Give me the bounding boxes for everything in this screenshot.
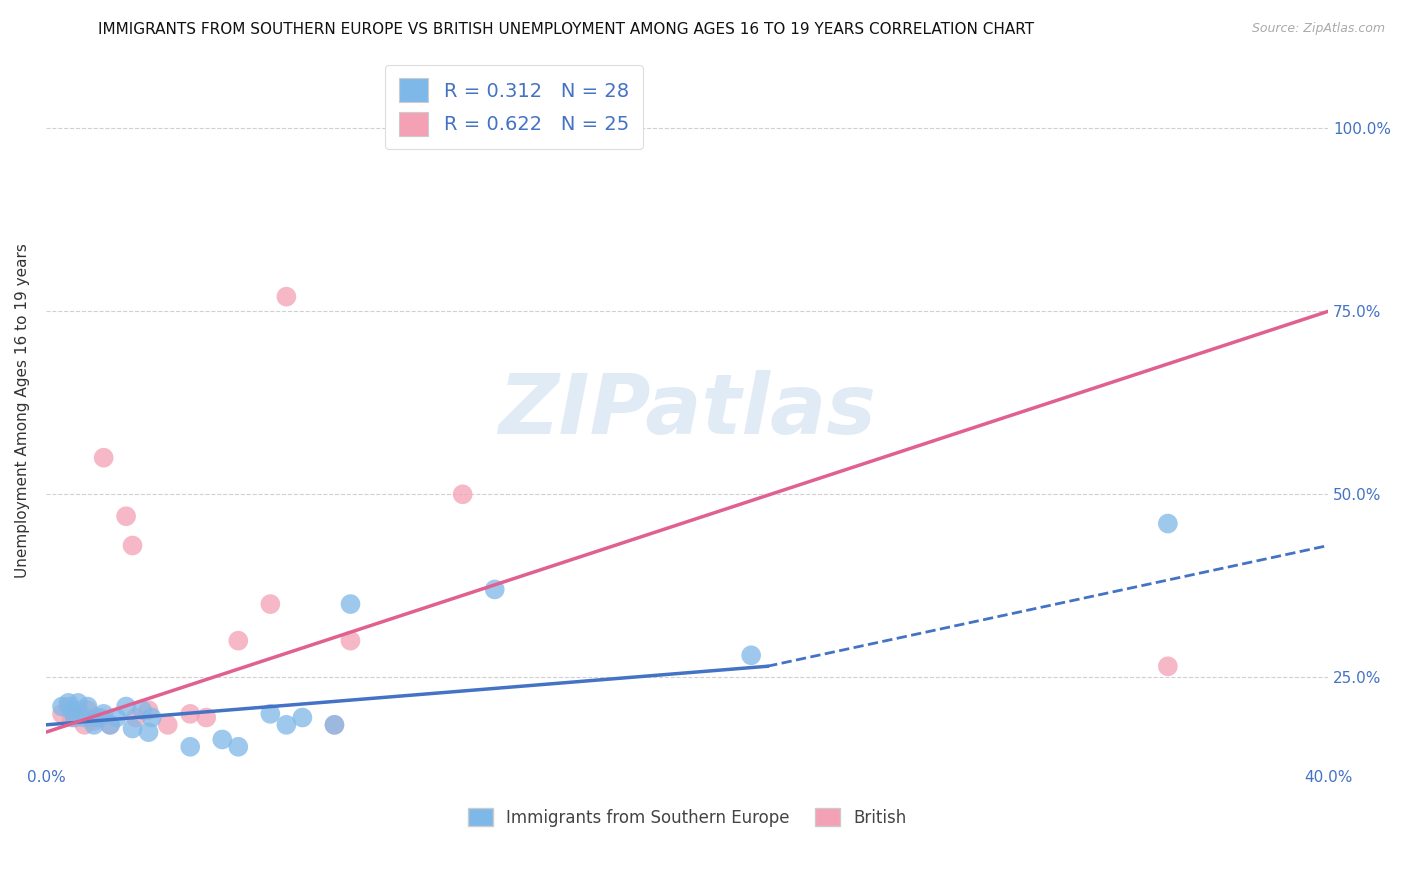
Point	[195, 710, 218, 724]
Point	[58, 696, 80, 710]
Point	[226, 739, 249, 754]
Point	[93, 450, 115, 465]
Point	[51, 699, 73, 714]
Point	[138, 703, 160, 717]
Point	[83, 714, 105, 728]
Point	[259, 597, 281, 611]
Point	[76, 699, 98, 714]
Point	[115, 699, 138, 714]
Point	[93, 706, 115, 721]
Point	[58, 699, 80, 714]
Point	[323, 718, 346, 732]
Point	[141, 710, 163, 724]
Point	[66, 703, 89, 717]
Point	[63, 706, 86, 721]
Point	[138, 725, 160, 739]
Point	[740, 648, 762, 663]
Point	[339, 597, 361, 611]
Text: IMMIGRANTS FROM SOUTHERN EUROPE VS BRITISH UNEMPLOYMENT AMONG AGES 16 TO 19 YEAR: IMMIGRANTS FROM SOUTHERN EUROPE VS BRITI…	[98, 22, 1035, 37]
Point	[83, 718, 105, 732]
Point	[259, 706, 281, 721]
Point	[1157, 659, 1180, 673]
Point	[484, 582, 506, 597]
Point	[339, 633, 361, 648]
Point	[276, 718, 298, 732]
Point	[51, 706, 73, 721]
Point	[125, 710, 148, 724]
Point	[76, 703, 98, 717]
Point	[60, 703, 83, 717]
Point	[98, 718, 121, 732]
Point	[156, 718, 179, 732]
Point	[211, 732, 233, 747]
Point	[121, 722, 143, 736]
Point	[131, 703, 153, 717]
Point	[1157, 516, 1180, 531]
Point	[179, 706, 201, 721]
Point	[89, 710, 111, 724]
Point	[86, 710, 108, 724]
Point	[323, 718, 346, 732]
Point	[226, 633, 249, 648]
Point	[105, 710, 128, 724]
Point	[73, 718, 96, 732]
Point	[451, 487, 474, 501]
Point	[179, 739, 201, 754]
Y-axis label: Unemployment Among Ages 16 to 19 years: Unemployment Among Ages 16 to 19 years	[15, 243, 30, 577]
Point	[73, 710, 96, 724]
Point	[276, 290, 298, 304]
Point	[63, 710, 86, 724]
Point	[115, 509, 138, 524]
Point	[66, 696, 89, 710]
Legend: Immigrants from Southern Europe, British: Immigrants from Southern Europe, British	[461, 802, 912, 833]
Text: Source: ZipAtlas.com: Source: ZipAtlas.com	[1251, 22, 1385, 36]
Point	[291, 710, 314, 724]
Point	[98, 718, 121, 732]
Text: ZIPatlas: ZIPatlas	[498, 369, 876, 450]
Point	[60, 710, 83, 724]
Point	[121, 539, 143, 553]
